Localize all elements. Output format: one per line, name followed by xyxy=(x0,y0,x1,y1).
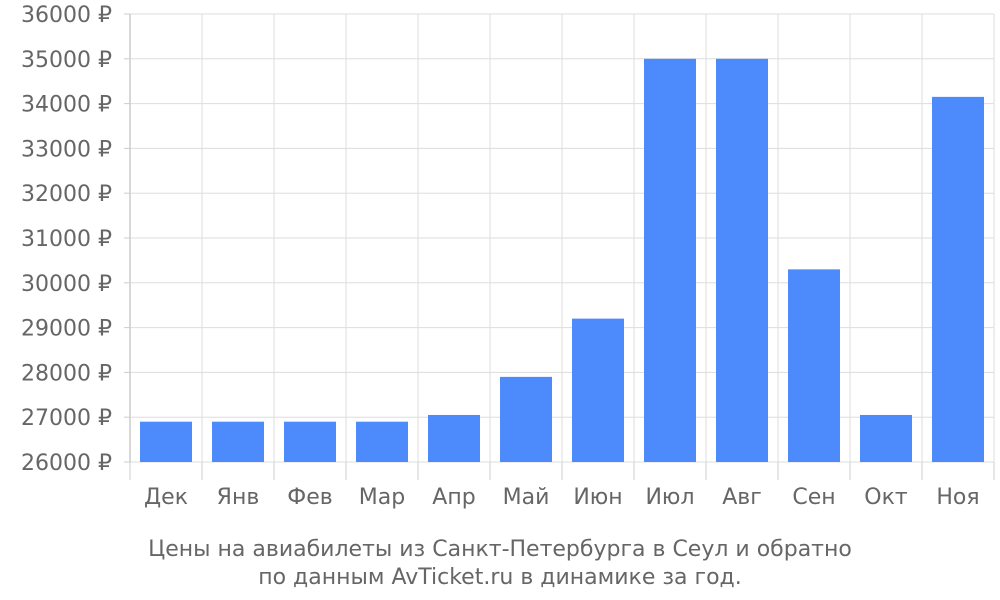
x-tick-label: Мар xyxy=(359,485,405,510)
y-tick-label: 28000 ₽ xyxy=(21,361,112,386)
chart-caption-line-2: по данным AvTicket.ru в динамике за год. xyxy=(258,565,742,590)
bar-1 xyxy=(140,421,192,462)
x-tick-label: Ноя xyxy=(936,485,979,510)
x-tick-label: Окт xyxy=(864,485,908,510)
grid-lines xyxy=(129,13,995,463)
bar-7 xyxy=(572,318,624,462)
x-tick-label: Дек xyxy=(144,485,188,510)
x-tick-label: Июн xyxy=(573,485,622,510)
x-tick-label: Янв xyxy=(217,485,260,510)
y-tick-labels: 26000 ₽ 27000 ₽ 28000 ₽ 29000 ₽ 30000 ₽ 31000… xyxy=(21,3,112,476)
y-tick-label: 35000 ₽ xyxy=(21,48,112,73)
y-tick-label: 32000 ₽ xyxy=(21,182,112,207)
y-tick-label: 29000 ₽ xyxy=(21,317,112,342)
chart-caption-line-1: Цены на авиабилеты из Санкт-Петербурга в… xyxy=(148,537,852,562)
axes xyxy=(124,13,995,480)
bar-4 xyxy=(356,421,408,462)
bar-8 xyxy=(644,58,696,463)
x-tick-label: Апр xyxy=(432,485,475,510)
bar-2 xyxy=(212,421,264,462)
x-tick-label: Сен xyxy=(792,485,835,510)
bars xyxy=(140,58,984,463)
bar-3 xyxy=(284,421,336,462)
y-tick-label: 33000 ₽ xyxy=(21,137,112,162)
bar-6 xyxy=(500,376,552,462)
x-tick-label: Фев xyxy=(287,485,332,510)
bar-12 xyxy=(932,96,984,462)
y-tick-label: 27000 ₽ xyxy=(21,406,112,431)
y-tick-label: 34000 ₽ xyxy=(21,93,112,118)
x-tick-label: Авг xyxy=(722,485,762,510)
y-tick-label: 31000 ₽ xyxy=(21,227,112,252)
x-tick-labels: Дек Янв Фев Мар Апр Май Июн Июл Авг Сен Окт Ноя xyxy=(144,485,980,510)
x-tick-label: Июл xyxy=(645,485,694,510)
bar-9 xyxy=(716,58,768,463)
y-tick-label: 36000 ₽ xyxy=(21,3,112,28)
x-tick-label: Май xyxy=(503,485,550,510)
y-tick-label: 26000 ₽ xyxy=(21,451,112,476)
bar-10 xyxy=(788,269,840,462)
y-tick-label: 30000 ₽ xyxy=(21,272,112,297)
bar-5 xyxy=(428,414,480,462)
bar-11 xyxy=(860,414,912,462)
